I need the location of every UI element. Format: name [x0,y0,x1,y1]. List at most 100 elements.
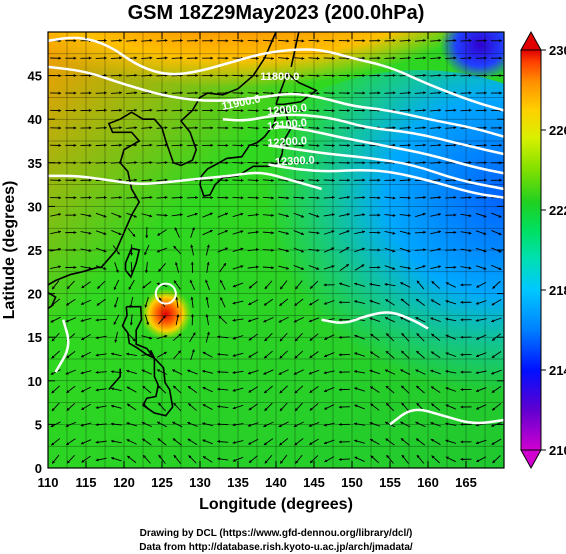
wind-arrowhead [332,195,335,200]
wind-arrowhead [301,178,305,183]
wind-arrowhead [217,405,221,409]
wind-arrowhead [205,314,209,318]
x-axis-label: Longitude (degrees) [199,496,353,513]
wind-arrowhead [377,39,381,43]
wind-arrowhead [149,38,153,43]
wind-arrowhead [88,266,92,270]
credit-drawing: Drawing by DCL (https://www.gfd-dennou.o… [140,528,413,539]
wind-arrowhead [145,235,149,239]
wind-arrowhead [377,265,381,269]
wind-arrowhead [173,385,177,389]
wind-arrowhead [300,232,304,236]
colorbar-label: 218 [549,283,566,298]
wind-arrowhead [332,126,335,130]
wind-arrowhead [438,143,442,147]
wind-arrowhead [225,126,229,130]
wind-arrowhead [264,338,268,342]
wind-arrowhead [354,387,358,391]
wind-arrowhead [157,438,161,442]
wind-arrowhead [126,439,130,442]
wind-arrowhead [308,371,312,375]
wind-arrowhead [88,126,92,130]
wind-arrowhead [377,178,381,182]
wind-arrowhead [484,126,487,130]
wind-arrowhead [438,91,442,95]
wind-arrowhead [286,39,290,43]
wind-arrowhead [202,351,206,355]
cold-core-northeast [440,32,504,80]
wind-arrowhead [217,335,221,339]
wind-arrowhead [263,371,267,375]
wind-arrowhead [316,231,320,235]
wind-arrowhead [354,422,357,426]
wind-arrowhead [240,178,244,182]
coastlines [48,32,318,417]
wind-arrowhead [316,39,320,43]
wind-arrowhead [113,321,117,325]
wind-arrowhead [180,56,183,60]
coastline [48,266,102,286]
wind-arrowhead [50,424,54,428]
wind-arrowhead [179,213,183,217]
wind-arrowhead [431,455,435,459]
wind-arrowhead [240,212,244,216]
wind-arrowhead [202,439,206,443]
wind-arrowhead [95,440,99,444]
wind-arrowhead [308,423,312,427]
wind-arrowhead [323,283,327,287]
wind-arrowhead [51,338,55,342]
wind-arrowhead [217,370,220,374]
wind-arrowhead [210,178,214,182]
wind-arrowhead [475,318,479,322]
wind-arrowhead [392,91,396,95]
wind-arrowhead [271,266,274,270]
wind-arrowhead [210,56,214,60]
wind-arrowhead [401,385,405,389]
wind-arrowhead [202,404,206,407]
wind-arrowhead [423,143,426,147]
wind-arrowhead [416,385,420,389]
wind-arrowhead [248,441,252,445]
wind-arrowhead [195,91,198,95]
contour-line [275,124,504,175]
wind-arrowhead [220,297,223,301]
wind-arrowhead [491,389,495,393]
wind-arrowhead [346,212,350,216]
wind-arrowhead [431,351,435,355]
wind-arrowhead [416,333,420,337]
coastline [100,32,277,268]
wind-arrowhead [415,421,419,425]
wind-arrowhead [256,39,259,43]
wind-arrowhead [51,390,55,394]
wind-arrowhead [263,302,267,306]
wind-arrowhead [362,195,366,200]
wind-arrowhead [286,144,290,148]
wind-arrowhead [400,298,404,302]
wind-arrowhead [301,144,305,148]
wind-arrowhead [73,213,77,217]
map-title: GSM 18Z29May2023 (200.0hPa) [128,2,425,24]
wind-arrowhead [408,143,411,147]
wind-arrowhead [104,56,107,60]
wind-arrowhead [263,442,267,446]
wind-arrowhead [377,91,381,95]
wind-arrowhead [422,265,426,269]
wind-arrowhead [195,143,198,147]
wind-arrowhead [80,441,84,445]
wind-arrowhead [188,403,192,407]
wind-arrowhead [232,370,236,375]
wind-arrowhead [80,302,84,305]
wind-arrowhead [295,460,299,464]
wind-arrowhead [149,178,153,182]
wind-arrowhead [149,126,153,130]
wind-arrowhead [316,109,320,113]
wind-arrowhead [309,407,313,411]
wind-arrowhead [114,304,117,308]
wind-arrowhead [279,408,283,412]
wind-arrowhead [392,56,396,60]
wind-arrowhead [324,301,327,305]
wind-arrowhead [180,91,183,95]
wind-arrowhead [338,457,342,461]
wind-arrowhead [104,126,107,130]
